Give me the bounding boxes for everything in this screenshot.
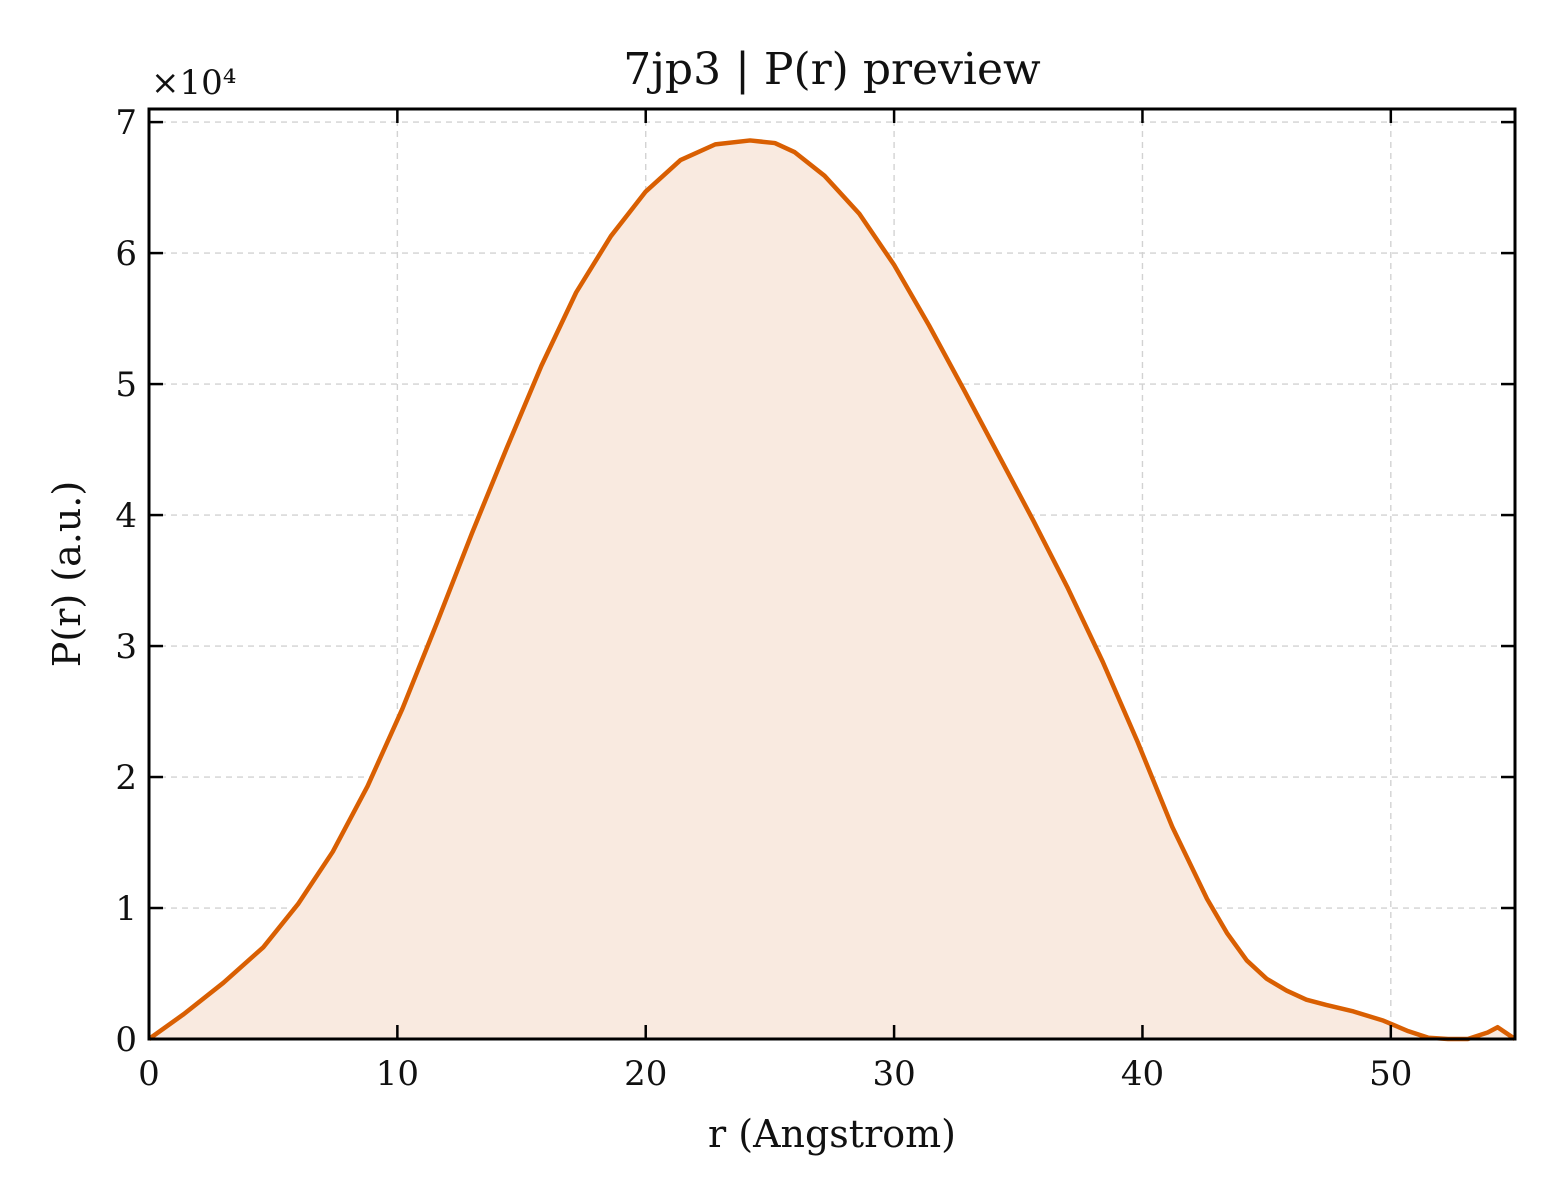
axis-ticks <box>147 109 1515 1041</box>
pr-area-fill <box>149 140 1515 1039</box>
y-tick-label: 1 <box>115 889 137 929</box>
x-tick-label: 30 <box>872 1054 915 1094</box>
tick-labels: 0 10 20 30 40 50 0 1 2 3 4 5 6 7 <box>115 103 1412 1094</box>
y-tick-label: 2 <box>115 758 137 798</box>
chart-title: 7jp3 | P(r) preview <box>623 44 1041 95</box>
plot-frame <box>147 107 1517 1041</box>
x-tick-label: 50 <box>1369 1054 1412 1094</box>
y-axis-label: P(r) (a.u.) <box>45 481 89 667</box>
x-tick-label: 20 <box>624 1054 667 1094</box>
y-tick-label: 6 <box>115 234 137 274</box>
x-axis-label: r (Angstrom) <box>708 1112 956 1156</box>
pr-curve-line <box>147 138 1517 1042</box>
x-tick-label: 10 <box>376 1054 419 1094</box>
y-axis-multiplier: ×10⁴ <box>151 63 236 103</box>
y-tick-label: 4 <box>115 496 137 536</box>
y-tick-label: 7 <box>115 103 137 143</box>
x-tick-label: 40 <box>1121 1054 1164 1094</box>
x-tick-label: 0 <box>138 1054 160 1094</box>
y-tick-label: 0 <box>115 1020 137 1060</box>
y-tick-label: 3 <box>115 627 137 667</box>
y-tick-label: 5 <box>115 365 137 405</box>
